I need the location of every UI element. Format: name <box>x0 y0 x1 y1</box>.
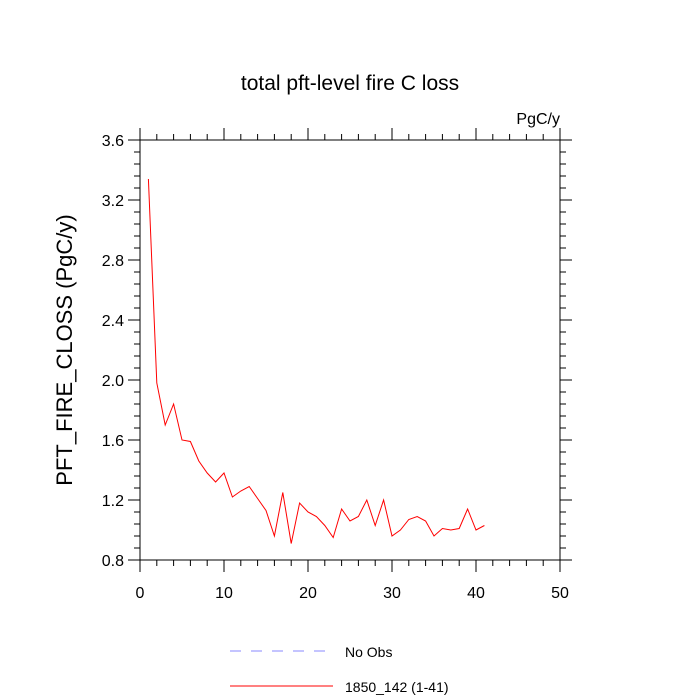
legend: No Obs 1850_142 (1-41) <box>230 644 449 695</box>
y-tick-label: 2.4 <box>102 313 124 330</box>
series-line-1 <box>147 178 485 544</box>
x-tick-label: 40 <box>467 585 485 602</box>
y-tick-label: 2.8 <box>102 253 124 270</box>
x-tick-label: 20 <box>299 585 317 602</box>
axis-ticks <box>128 128 572 572</box>
legend-label-1: 1850_142 (1-41) <box>345 679 449 695</box>
y-tick-label: 1.2 <box>102 493 124 510</box>
x-tick-label: 10 <box>215 585 233 602</box>
y-tick-label: 1.6 <box>102 433 124 450</box>
x-tick-label: 50 <box>551 585 569 602</box>
y-tick-label: 3.2 <box>102 193 124 210</box>
plot-frame <box>139 139 561 561</box>
y-axis-label: PFT_FIRE_CLOSS (PgC/y) <box>52 214 77 485</box>
chart-title: total pft-level fire C loss <box>241 72 459 95</box>
x-tick-label: 0 <box>136 585 145 602</box>
units-label: PgC/y <box>516 111 560 128</box>
tick-labels: 0 10 20 30 40 50 0.8 1.2 1.6 2.0 2.4 2.8 3.2 3.6 <box>102 133 569 602</box>
x-tick-label: 30 <box>383 585 401 602</box>
legend-label-0: No Obs <box>345 644 392 660</box>
series-layer <box>147 178 485 544</box>
y-tick-label: 0.8 <box>102 553 124 570</box>
y-tick-label: 2.0 <box>102 373 124 390</box>
y-tick-label: 3.6 <box>102 133 124 150</box>
